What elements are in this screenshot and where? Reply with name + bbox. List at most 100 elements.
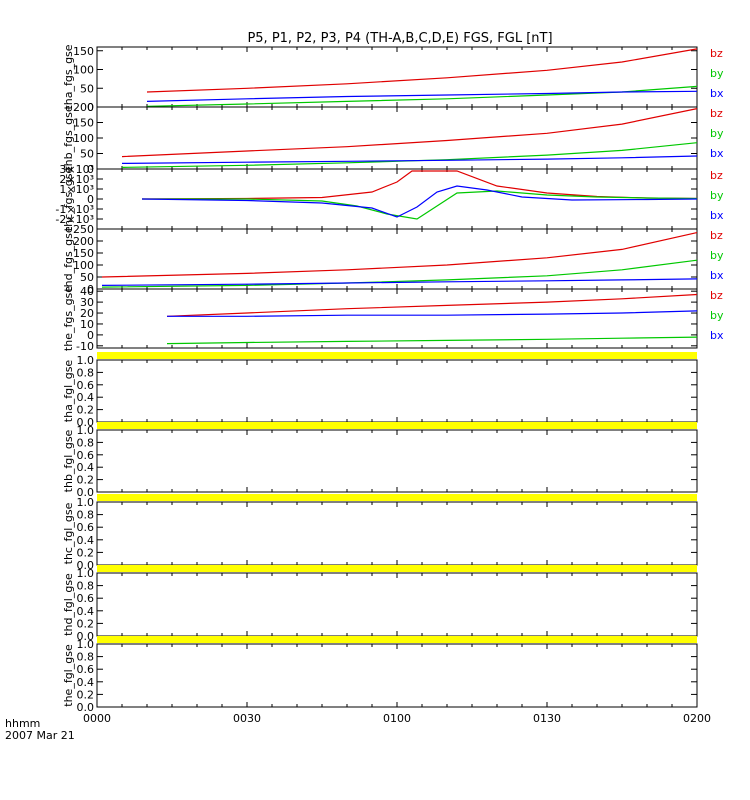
y-tick-label: 150 xyxy=(73,247,94,260)
x-tick-label: 0030 xyxy=(233,712,261,725)
series-line-by xyxy=(166,336,698,345)
y-tick-label: 0.8 xyxy=(77,436,95,449)
y-tick-label: 0.6 xyxy=(77,521,95,534)
y-tick-label: 1.0 xyxy=(77,638,95,651)
y-tick-label: 0.4 xyxy=(77,534,95,547)
y-tick-label: 10 xyxy=(80,318,94,331)
y-axis-label: thc_fgl_gse xyxy=(62,502,75,564)
series-line-bz xyxy=(121,108,698,158)
series-line-bx xyxy=(141,185,698,218)
panel-frame xyxy=(96,572,698,637)
flag-bar xyxy=(97,494,697,501)
y-axis-label: tha_fgs_gse xyxy=(62,44,75,109)
y-tick-label: 50 xyxy=(80,82,94,95)
y-tick-label: 0.0 xyxy=(77,701,95,714)
y-tick-label: 0 xyxy=(87,329,94,342)
x-tick-label: 0000 xyxy=(83,712,111,725)
panel-frame xyxy=(96,288,698,349)
x-axis: 0000 0030 0100 0130 0200 xyxy=(83,712,711,725)
y-tick-label: 0.4 xyxy=(77,391,95,404)
y-tick-label: 150 xyxy=(73,117,94,130)
y-tick-label: 1.0 xyxy=(77,354,95,367)
legend-bx: bx xyxy=(710,269,724,282)
y-axis-label: thb_fgl_gse xyxy=(62,429,75,492)
y-tick-label: 200 xyxy=(73,101,94,114)
panel-frame xyxy=(96,643,698,708)
y-tick-label: 0.6 xyxy=(77,449,95,462)
flag-bar xyxy=(97,565,697,572)
y-tick-label: 100 xyxy=(73,64,94,77)
legend-by: by xyxy=(710,127,724,140)
panel-frame xyxy=(96,46,698,108)
x-tick-label: 0200 xyxy=(683,712,711,725)
series-line-bx xyxy=(167,310,698,317)
y-tick-label: 0.2 xyxy=(77,546,95,559)
y-axis-label: thd_fgl_gse xyxy=(62,573,75,636)
y-axis-label: the_fgs_gse xyxy=(62,286,75,351)
y-tick-label: 1.0 xyxy=(77,496,95,509)
y-tick-label: 200 xyxy=(73,235,94,248)
panel-frame xyxy=(96,429,698,493)
series-line-bz xyxy=(146,48,698,93)
y-tick-label: 1.0 xyxy=(77,424,95,437)
flag-bar xyxy=(97,422,697,429)
y-tick-label: 30 xyxy=(80,296,94,309)
flag-bar xyxy=(97,352,697,359)
y-tick-label: 0.2 xyxy=(77,688,95,701)
legend-bx: bx xyxy=(710,87,724,100)
y-tick-label: 0.8 xyxy=(77,366,95,379)
y-tick-label: 0.6 xyxy=(77,379,95,392)
y-axis-label: thb_fgs_gse xyxy=(62,105,75,171)
chart-title: P5, P1, P2, P3, P4 (TH-A,B,C,D,E) FGS, F… xyxy=(247,31,552,46)
y-tick-label: 150 xyxy=(73,45,94,58)
legend-bx: bx xyxy=(710,147,724,160)
y-tick-label: 3×10³ xyxy=(59,163,94,176)
y-tick-label: 0.0 xyxy=(77,416,95,429)
series-line-bz xyxy=(101,232,698,278)
y-tick-label: 0.0 xyxy=(77,630,95,643)
legend-bz: bz xyxy=(710,229,723,242)
panel-frame xyxy=(96,359,698,423)
y-tick-label: 100 xyxy=(73,132,94,145)
y-tick-label: 0 xyxy=(87,283,94,296)
series-line-bz xyxy=(166,293,698,317)
y-tick-label: 50 xyxy=(80,271,94,284)
y-tick-label: -1×10³ xyxy=(55,203,94,216)
y-tick-label: 0.4 xyxy=(77,461,95,474)
y-tick-label: 0.8 xyxy=(77,509,95,522)
y-tick-label: 0.8 xyxy=(77,580,95,593)
y-tick-label: 0.2 xyxy=(77,474,95,487)
y-tick-label: 50 xyxy=(80,148,94,161)
x-tick-label: 0130 xyxy=(533,712,561,725)
y-tick-label: 0.2 xyxy=(77,617,95,630)
y-tick-label: 0.6 xyxy=(77,663,95,676)
y-tick-label: 1.0 xyxy=(77,567,95,580)
series-line-by xyxy=(142,190,698,220)
y-axis-label: thc_fgs_gse xyxy=(62,167,75,232)
y-tick-label: 2×10³ xyxy=(59,173,94,186)
panel-frame xyxy=(96,501,698,566)
panel-frame xyxy=(96,106,698,170)
series-line-bx xyxy=(101,278,698,286)
series-line-bz xyxy=(141,170,698,200)
x-date-label: 2007 Mar 21 xyxy=(5,729,75,742)
y-tick-label: 0.6 xyxy=(77,592,95,605)
y-tick-label: 20 xyxy=(80,307,94,320)
legend-by: by xyxy=(710,249,724,262)
flag-bar xyxy=(97,636,697,643)
y-tick-label: 1×10³ xyxy=(59,183,94,196)
y-axis-label: the_fgl_gse xyxy=(62,644,75,707)
legend-bz: bz xyxy=(710,47,723,60)
series-line-by xyxy=(101,259,698,288)
legend-bz: bz xyxy=(710,107,723,120)
y-tick-label: -10 xyxy=(76,340,94,353)
legend-bz: bz xyxy=(710,289,723,302)
y-tick-label: 40 xyxy=(80,285,94,298)
y-tick-label: 0.8 xyxy=(77,651,95,664)
